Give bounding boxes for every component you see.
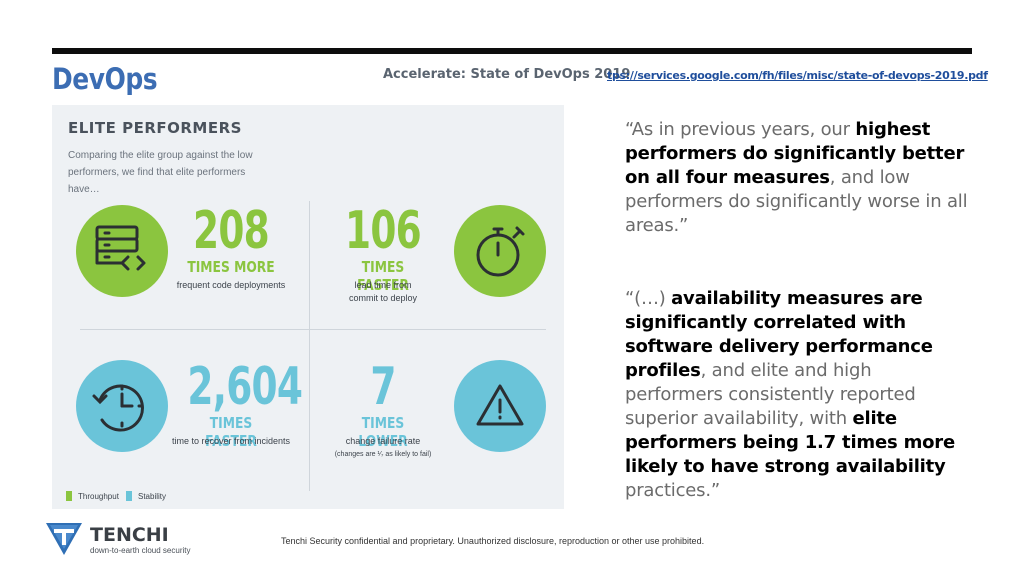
- stat-kind: TIMES FASTER: [205, 414, 257, 450]
- stat-description: lead time from: [354, 280, 412, 290]
- stat-description: time to recover from incidents: [171, 436, 291, 446]
- divider-vertical: [309, 201, 310, 491]
- confidentiality-footer: Tenchi Security confidential and proprie…: [281, 536, 705, 546]
- source-citation: Accelerate: State of DevOps 2019: [383, 67, 631, 82]
- stat-description: frequent code deployments: [176, 280, 286, 290]
- infographic-subtitle: Comparing the elite group against the lo…: [68, 150, 253, 195]
- stat-description: change failure rate: [345, 436, 421, 446]
- server-code-icon: [76, 205, 168, 297]
- quote-1-text: “As in previous years, our: [625, 119, 856, 140]
- elite-performers-infographic: ELITE PERFORMERS Comparing the elite gro…: [52, 105, 564, 509]
- top-rule: [52, 48, 972, 54]
- quote-2-text: “(…): [625, 288, 672, 309]
- legend-swatch: [126, 491, 132, 501]
- infographic-title: ELITE PERFORMERS: [68, 119, 242, 137]
- stat-kind: TIMES LOWER: [358, 414, 408, 450]
- quote-2-highlight: availability measures are significantly …: [625, 288, 933, 381]
- stat-kind: TIMES FASTER: [357, 258, 409, 294]
- legend-label: Throughput: [78, 491, 119, 501]
- stopwatch-icon: [454, 205, 546, 297]
- quote-2: “(…) availability measures are significa…: [625, 287, 970, 503]
- legend-item-throughput: Throughput: [66, 491, 119, 501]
- legend-item-stability: Stability: [126, 491, 166, 501]
- quote-1-highlight: highest performers do significantly bett…: [625, 119, 965, 188]
- stat-value: 106: [344, 201, 422, 261]
- legend-swatch: [66, 491, 72, 501]
- source-link[interactable]: tps://services.google.com/fh/files/misc/…: [607, 69, 988, 82]
- quote-1-text-end: , and low performers do significantly wo…: [625, 167, 968, 236]
- stat-value: 7: [370, 357, 396, 417]
- stat-kind: TIMES MORE: [187, 258, 275, 276]
- quote-2-text-end: practices.”: [625, 480, 721, 501]
- brand-tagline: down-to-earth cloud security: [90, 546, 191, 555]
- stat-description-2: commit to deploy: [348, 293, 418, 303]
- stat-note: (changes are ¹⁄₇ as likely to fail): [334, 451, 432, 458]
- stat-value: 208: [192, 201, 270, 261]
- stat-value: 2,604: [187, 357, 303, 417]
- quote-2-text-mid: , and elite and high performers consiste…: [625, 360, 916, 429]
- legend-label: Stability: [138, 491, 167, 501]
- tenchi-logo-icon: [44, 521, 84, 562]
- divider-horizontal: [80, 329, 546, 330]
- page-title: DevOps: [52, 62, 158, 96]
- quote-1: “As in previous years, our highest perfo…: [625, 118, 970, 238]
- quote-2-highlight-2: elite performers being 1.7 times more li…: [625, 408, 955, 477]
- brand-name: TENCHI: [90, 524, 169, 546]
- warning-icon: [454, 360, 546, 452]
- clock-recovery-icon: [76, 360, 168, 452]
